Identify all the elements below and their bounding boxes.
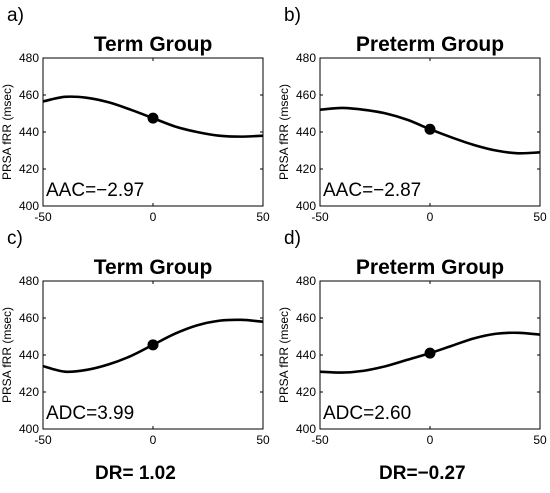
x-tick-label: 0 bbox=[427, 433, 434, 447]
y-tick-label: 400 bbox=[296, 199, 316, 213]
y-tick-label: 440 bbox=[296, 348, 316, 362]
y-tick-label: 400 bbox=[19, 199, 39, 213]
annotation: ADC=2.60 bbox=[323, 403, 411, 424]
panel-4: d) Preterm Group 400 420 440 460 480 -50 0 50 PRSA… bbox=[277, 228, 547, 447]
x-tick-label: 0 bbox=[150, 433, 157, 447]
panel-label: b) bbox=[284, 5, 301, 26]
center-marker bbox=[147, 112, 159, 124]
y-tick-label: 400 bbox=[19, 422, 39, 436]
y-tick-label: 480 bbox=[19, 51, 39, 65]
y-tick-label: 460 bbox=[19, 311, 39, 325]
x-tick-label: 50 bbox=[533, 210, 547, 224]
y-axis-label: PRSA fRR (msec) bbox=[277, 84, 291, 180]
annotation: ADC=3.99 bbox=[46, 403, 134, 424]
x-tick-label: -50 bbox=[311, 210, 329, 224]
y-tick-label: 400 bbox=[296, 422, 316, 436]
annotation: AAC=−2.97 bbox=[46, 180, 144, 201]
center-marker bbox=[424, 347, 436, 359]
x-tick-label: 50 bbox=[256, 210, 270, 224]
y-tick-label: 440 bbox=[19, 125, 39, 139]
panel-label: d) bbox=[284, 228, 301, 249]
dr-preterm: DR=−0.27 bbox=[379, 463, 466, 484]
y-tick-label: 480 bbox=[19, 274, 39, 288]
y-tick-label: 420 bbox=[296, 385, 316, 399]
y-tick-label: 420 bbox=[19, 162, 39, 176]
panel-label: c) bbox=[7, 228, 23, 249]
y-tick-label: 460 bbox=[296, 88, 316, 102]
x-tick-label: 50 bbox=[256, 433, 270, 447]
x-tick-label: 0 bbox=[427, 210, 434, 224]
y-axis-label: PRSA fRR (msec) bbox=[0, 307, 14, 403]
chart-title: Preterm Group bbox=[356, 33, 504, 56]
y-axis-label: PRSA fRR (msec) bbox=[277, 307, 291, 403]
y-tick-label: 440 bbox=[19, 348, 39, 362]
y-tick-label: 460 bbox=[19, 88, 39, 102]
panel-2: b) Preterm Group 400 420 440 460 480 -50 0 50 PRSA… bbox=[277, 5, 547, 224]
center-marker bbox=[424, 123, 436, 135]
y-tick-label: 440 bbox=[296, 125, 316, 139]
y-tick-label: 420 bbox=[19, 385, 39, 399]
x-tick-label: 50 bbox=[533, 433, 547, 447]
x-tick-label: -50 bbox=[311, 433, 329, 447]
chart-title: Term Group bbox=[94, 33, 213, 56]
panel-3: c) Term Group 400 420 440 460 480 -50 0 50 PRSA fR… bbox=[0, 228, 270, 447]
center-marker bbox=[147, 339, 159, 351]
dr-term: DR= 1.02 bbox=[95, 463, 176, 484]
y-tick-label: 480 bbox=[296, 274, 316, 288]
x-tick-label: -50 bbox=[34, 210, 52, 224]
panel-label: a) bbox=[7, 5, 24, 26]
y-tick-label: 460 bbox=[296, 311, 316, 325]
y-axis-label: PRSA fRR (msec) bbox=[0, 84, 14, 180]
x-tick-label: -50 bbox=[34, 433, 52, 447]
y-tick-label: 480 bbox=[296, 51, 316, 65]
annotation: AAC=−2.87 bbox=[323, 180, 421, 201]
x-tick-label: 0 bbox=[150, 210, 157, 224]
y-tick-label: 420 bbox=[296, 162, 316, 176]
chart-title: Term Group bbox=[94, 256, 213, 279]
panel-1: a) Term Group 400 420 440 460 480 -50 0 50 PRSA fR… bbox=[0, 5, 270, 224]
chart-title: Preterm Group bbox=[356, 256, 504, 279]
